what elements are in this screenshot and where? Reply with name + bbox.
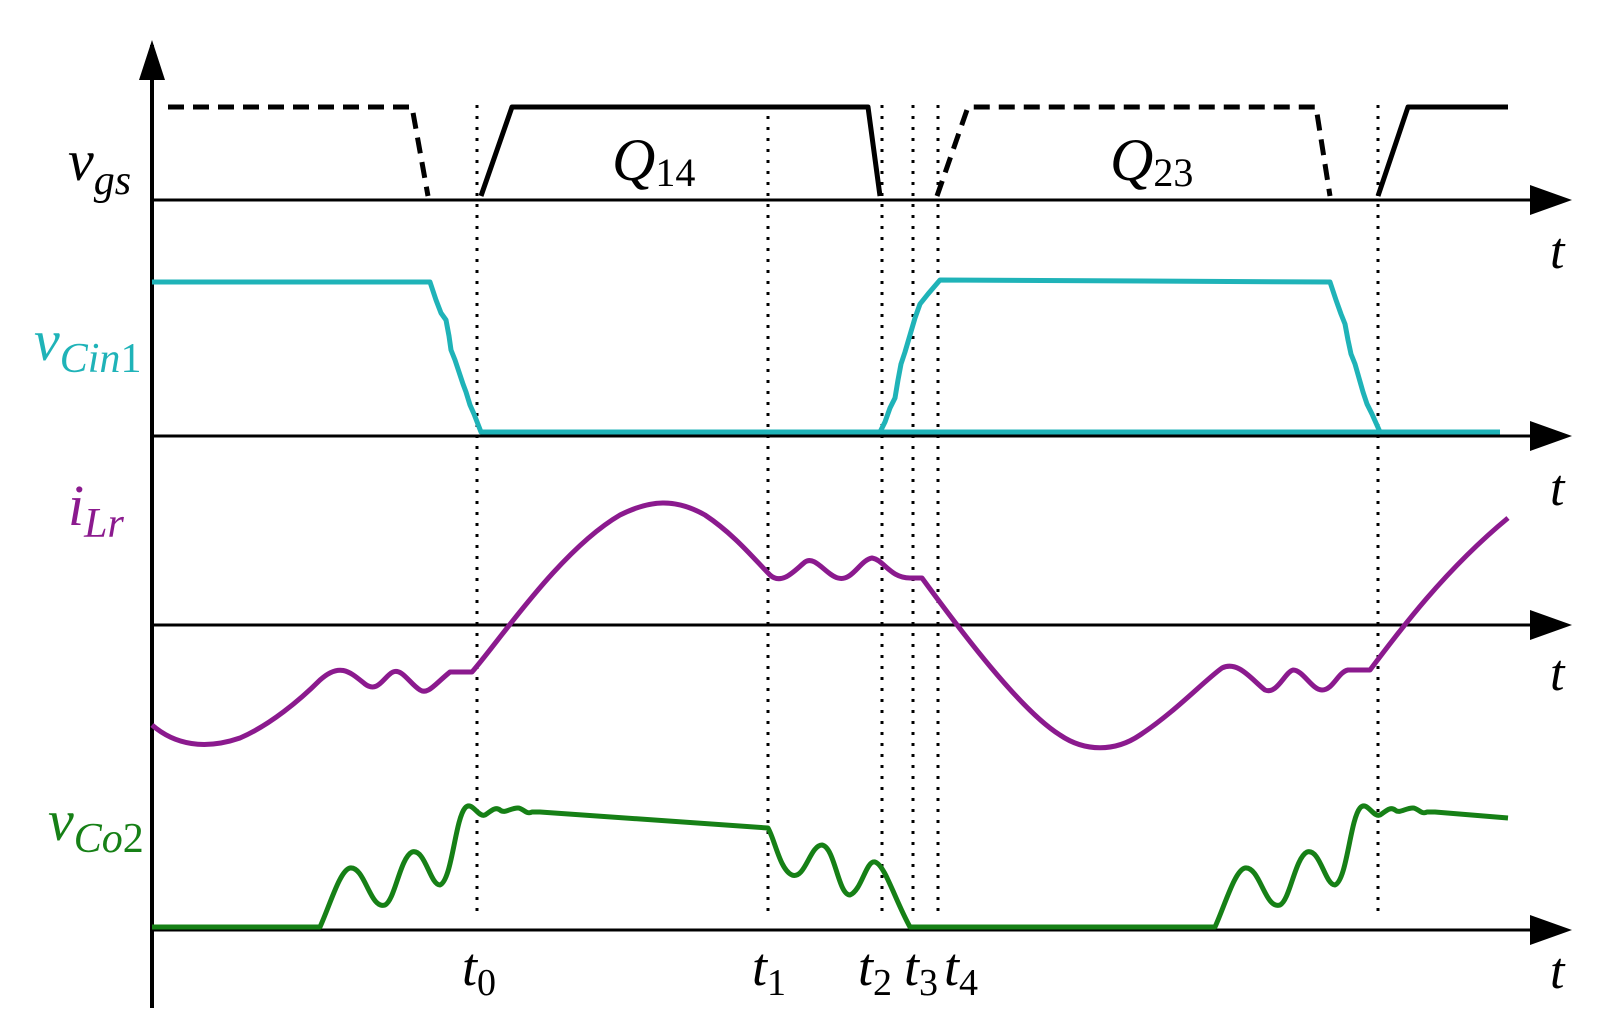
time-label-t1: t1 bbox=[752, 937, 786, 1004]
label-vcin1: vCin1 bbox=[34, 308, 141, 382]
label-ilr-main: i bbox=[68, 473, 84, 538]
vgs-q14-pulse bbox=[478, 104, 883, 197]
vgs-q23-dashed bbox=[168, 104, 431, 197]
label-vcin1-main: v bbox=[34, 308, 60, 373]
time-axis-vcin-arrow bbox=[1530, 421, 1572, 451]
time-label-t3-main: t bbox=[904, 937, 921, 997]
label-vgs: vgs bbox=[68, 128, 131, 204]
label-ilr: iLr bbox=[68, 473, 124, 547]
time-axes bbox=[152, 185, 1572, 945]
time-label-t0-main: t bbox=[462, 937, 479, 997]
gate-label-q14-main: Q bbox=[612, 127, 655, 193]
time-label-t2-sub: 2 bbox=[873, 962, 892, 1004]
vco2-waveform bbox=[152, 803, 1509, 930]
vgs-q14-pulse-2 bbox=[1375, 104, 1508, 197]
time-label-t4-main: t bbox=[944, 937, 961, 997]
axis-label-t-2: t bbox=[1550, 460, 1566, 517]
vgs-waveform bbox=[168, 104, 1508, 197]
label-vco2: vCo2 bbox=[48, 788, 144, 862]
vcin1-waveform bbox=[152, 279, 1500, 435]
label-vco2-sub-tail: 2 bbox=[123, 816, 144, 862]
axis-label-t-4: t bbox=[1550, 943, 1566, 1000]
label-vgs-sub: gs bbox=[94, 158, 131, 204]
time-label-t0-sub: 0 bbox=[477, 962, 496, 1004]
time-marker-lines bbox=[475, 105, 1380, 918]
ilr-waveform bbox=[150, 500, 1510, 751]
label-vgs-main: v bbox=[68, 128, 94, 193]
time-label-t3: t3 bbox=[904, 937, 938, 1004]
vertical-axis-arrow bbox=[139, 40, 165, 80]
label-vco2-sub: Co bbox=[74, 816, 123, 862]
label-vcin1-sub-tail: 1 bbox=[120, 336, 141, 382]
time-label-t1-main: t bbox=[752, 937, 769, 997]
time-axis-vco-arrow bbox=[1530, 915, 1572, 945]
gate-label-q23-sub: 23 bbox=[1153, 150, 1193, 195]
time-label-t4: t4 bbox=[944, 937, 978, 1004]
axis-label-t-3: t bbox=[1550, 645, 1566, 702]
gate-label-q14-sub: 14 bbox=[655, 150, 695, 195]
time-label-t4-sub: 4 bbox=[959, 962, 978, 1004]
label-ilr-sub: Lr bbox=[83, 501, 124, 547]
time-axis-ilr-arrow bbox=[1530, 610, 1572, 640]
vgs-q23-dashed-2 bbox=[934, 104, 1333, 197]
time-axis-vgs-arrow bbox=[1530, 185, 1572, 215]
time-label-t1-sub: 1 bbox=[767, 962, 786, 1004]
time-label-t2-main: t bbox=[858, 937, 875, 997]
label-vco2-main: v bbox=[48, 788, 74, 853]
label-vcin1-sub: Cin bbox=[60, 336, 121, 382]
vcin1-waveform-rise bbox=[877, 277, 1383, 434]
gate-label-q23: Q23 bbox=[1110, 127, 1193, 195]
gate-label-q23-main: Q bbox=[1110, 127, 1153, 193]
time-label-t0: t0 bbox=[462, 937, 496, 1004]
gate-label-q14: Q14 bbox=[612, 127, 695, 195]
time-label-t3-sub: 3 bbox=[919, 962, 938, 1004]
axis-label-t-1: t bbox=[1550, 223, 1566, 280]
time-label-t2: t2 bbox=[858, 937, 892, 1004]
